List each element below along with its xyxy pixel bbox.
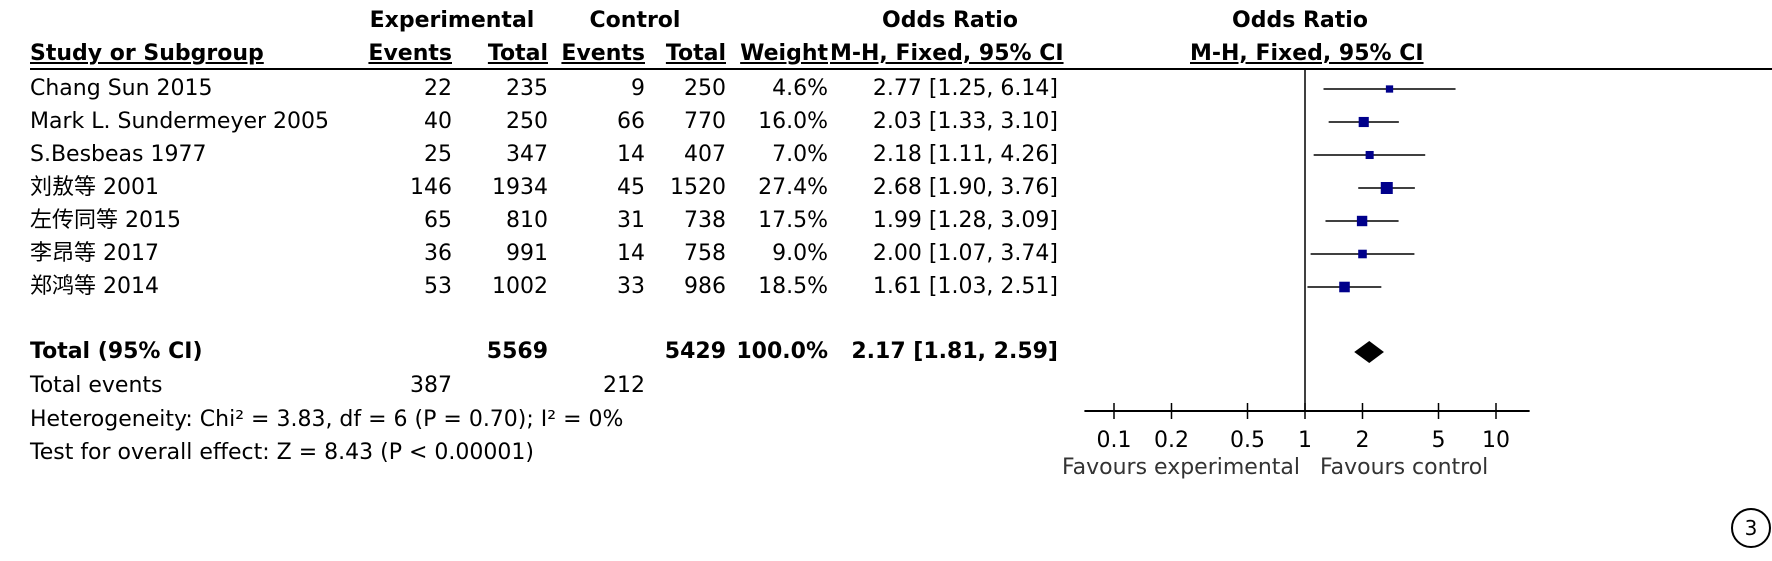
ctrl-total: 738 bbox=[684, 208, 726, 233]
events-label: Total events bbox=[30, 373, 163, 398]
weight: 7.0% bbox=[772, 142, 828, 167]
study-name: 刘敖等 2001 bbox=[30, 175, 159, 200]
x-tick-label: 2 bbox=[1355, 428, 1369, 453]
exp-total: 347 bbox=[506, 142, 548, 167]
or-ci: 1.61 [1.03, 2.51] bbox=[872, 274, 1058, 299]
study-name: 郑鸿等 2014 bbox=[30, 274, 159, 299]
header-method-right: M-H, Fixed, 95% CI bbox=[1190, 41, 1424, 66]
exp-events: 40 bbox=[424, 109, 452, 134]
x-tick-label: 0.5 bbox=[1230, 428, 1265, 453]
study-marker bbox=[1358, 249, 1367, 259]
study-marker bbox=[1339, 281, 1350, 293]
weight: 9.0% bbox=[772, 241, 828, 266]
header-events1: Events bbox=[368, 41, 452, 66]
or-ci: 2.03 [1.33, 3.10] bbox=[872, 109, 1058, 134]
or-ci: 2.68 [1.90, 3.76] bbox=[872, 175, 1058, 200]
ctrl-total: 1520 bbox=[670, 175, 726, 200]
x-tick-label: 1 bbox=[1298, 428, 1312, 453]
total-label: Total (95% CI) bbox=[30, 339, 203, 364]
weight: 16.0% bbox=[758, 109, 828, 134]
exp-events: 25 bbox=[424, 142, 452, 167]
header-total1: Total bbox=[487, 41, 548, 66]
header-events2: Events bbox=[561, 41, 645, 66]
exp-events: 22 bbox=[424, 76, 452, 101]
ctrl-events: 45 bbox=[617, 175, 645, 200]
ctrl-events: 31 bbox=[617, 208, 645, 233]
ctrl-total: 250 bbox=[684, 76, 726, 101]
weight: 17.5% bbox=[758, 208, 828, 233]
ctrl-total: 770 bbox=[684, 109, 726, 134]
header-or-left: Odds Ratio bbox=[882, 8, 1018, 33]
study-name: S.Besbeas 1977 bbox=[30, 142, 207, 167]
or-ci: 2.00 [1.07, 3.74] bbox=[872, 241, 1058, 266]
ctrl-events: 14 bbox=[617, 241, 645, 266]
exp-total: 250 bbox=[506, 109, 548, 134]
exp-events: 65 bbox=[424, 208, 452, 233]
exp-events: 36 bbox=[424, 241, 452, 266]
ctrl-total: 758 bbox=[684, 241, 726, 266]
ctrl-events: 66 bbox=[617, 109, 645, 134]
or-ci: 2.77 [1.25, 6.14] bbox=[872, 76, 1058, 101]
or-ci: 1.99 [1.28, 3.09] bbox=[872, 208, 1058, 233]
exp-total: 1934 bbox=[492, 175, 548, 200]
favours-left: Favours experimental bbox=[1062, 455, 1300, 480]
weight: 27.4% bbox=[758, 175, 828, 200]
study-name: Mark L. Sundermeyer 2005 bbox=[30, 109, 330, 134]
exp-total: 991 bbox=[506, 241, 548, 266]
header-rule bbox=[30, 68, 1772, 70]
ctrl-total: 407 bbox=[684, 142, 726, 167]
heterogeneity-text: Heterogeneity: Chi² = 3.83, df = 6 (P = … bbox=[30, 407, 624, 432]
study-name: 左传同等 2015 bbox=[30, 208, 181, 233]
total-weight: 100.0% bbox=[736, 339, 828, 364]
ctrl-events: 9 bbox=[631, 76, 645, 101]
ctrl-total: 986 bbox=[684, 274, 726, 299]
study-marker bbox=[1365, 150, 1374, 160]
overall-effect-text: Test for overall effect: Z = 8.43 (P < 0… bbox=[30, 440, 534, 465]
exp-events: 146 bbox=[410, 175, 452, 200]
x-tick-label: 0.2 bbox=[1154, 428, 1189, 453]
study-name: Chang Sun 2015 bbox=[30, 76, 213, 101]
exp-total: 235 bbox=[506, 76, 548, 101]
exp-total: 810 bbox=[506, 208, 548, 233]
exp-events: 53 bbox=[424, 274, 452, 299]
study-name: 李昂等 2017 bbox=[30, 241, 159, 266]
events-e2: 212 bbox=[603, 373, 645, 398]
header-weight: Weight bbox=[740, 41, 828, 66]
header-group1: Experimental bbox=[369, 8, 535, 33]
favours-right: Favours control bbox=[1320, 455, 1489, 480]
x-tick-label: 0.1 bbox=[1097, 428, 1132, 453]
weight: 4.6% bbox=[772, 76, 828, 101]
header-or-right: Odds Ratio bbox=[1232, 8, 1368, 33]
events-e1: 387 bbox=[410, 373, 452, 398]
weight: 18.5% bbox=[758, 274, 828, 299]
total-t2: 5429 bbox=[664, 339, 726, 364]
or-ci: 2.18 [1.11, 4.26] bbox=[872, 142, 1058, 167]
pooled-diamond bbox=[1354, 341, 1384, 363]
ctrl-events: 14 bbox=[617, 142, 645, 167]
figure-number-badge: 3 bbox=[1731, 508, 1771, 548]
header-study: Study or Subgroup bbox=[30, 41, 264, 66]
header-group2: Control bbox=[589, 8, 681, 33]
exp-total: 1002 bbox=[492, 274, 548, 299]
study-marker bbox=[1380, 182, 1393, 194]
study-marker bbox=[1385, 85, 1394, 93]
header-method-left: M-H, Fixed, 95% CI bbox=[830, 41, 1064, 66]
x-tick-label: 5 bbox=[1432, 428, 1446, 453]
header-total2: Total bbox=[665, 41, 726, 66]
study-marker bbox=[1358, 116, 1369, 128]
x-tick-label: 10 bbox=[1482, 428, 1510, 453]
ctrl-events: 33 bbox=[617, 274, 645, 299]
study-marker bbox=[1356, 215, 1368, 227]
total-ci: 2.17 [1.81, 2.59] bbox=[851, 339, 1058, 364]
total-t1: 5569 bbox=[486, 339, 548, 364]
